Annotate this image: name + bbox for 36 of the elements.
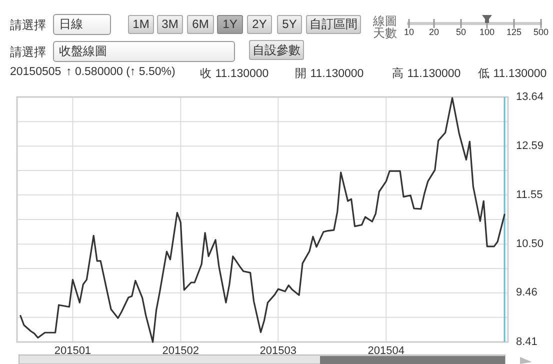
- annotation: 50: [454, 27, 467, 37]
- annotation: 5Y: [277, 15, 302, 34]
- y-tick-label: 12.59: [516, 140, 544, 152]
- y-tick-label: 13.64: [516, 90, 544, 103]
- annotation: 20150505: [10, 66, 62, 78]
- annotation: 日線: [53, 14, 111, 35]
- y-tick-label: 9.46: [516, 286, 538, 299]
- annotation: 10: [402, 27, 415, 37]
- annotation: 1Y: [217, 15, 243, 34]
- x-tick-label: 201501: [54, 345, 92, 357]
- annotation: 請選擇: [10, 44, 47, 61]
- line-series: [20, 97, 506, 343]
- annotation: 1M: [128, 15, 154, 34]
- annotation: 自設參數: [249, 40, 304, 60]
- y-tick-label: 11.55: [516, 188, 543, 201]
- annotation: 低 11.130000: [478, 67, 547, 81]
- annotation: 收盤線圖: [53, 41, 235, 62]
- y-tick-label: 8.41: [516, 336, 538, 348]
- annotation: 3M: [157, 15, 183, 34]
- annotation: 高 11.130000: [392, 66, 461, 81]
- annotation: 100: [478, 27, 496, 37]
- annotation: 500: [532, 27, 550, 37]
- x-tick-label: 201503: [260, 345, 297, 357]
- y-tick-label: 10.50: [516, 238, 544, 250]
- annotation: 2Y: [247, 15, 272, 34]
- annotation: 收 11.130000: [200, 67, 269, 81]
- x-tick-label: 201504: [368, 345, 404, 357]
- annotation: 6M: [187, 15, 214, 34]
- annotation: 請選擇: [10, 17, 47, 34]
- x-tick-label: 201502: [162, 345, 200, 357]
- annotation: 125: [505, 27, 523, 37]
- annotation: 線圖天數: [373, 15, 398, 42]
- annotation: 自訂區間: [306, 15, 361, 34]
- annotation: ↑ 0.580000 (↑ 5.50%): [66, 66, 176, 78]
- annotation: 20: [428, 27, 440, 37]
- annotation: 開 11.130000: [295, 67, 364, 81]
